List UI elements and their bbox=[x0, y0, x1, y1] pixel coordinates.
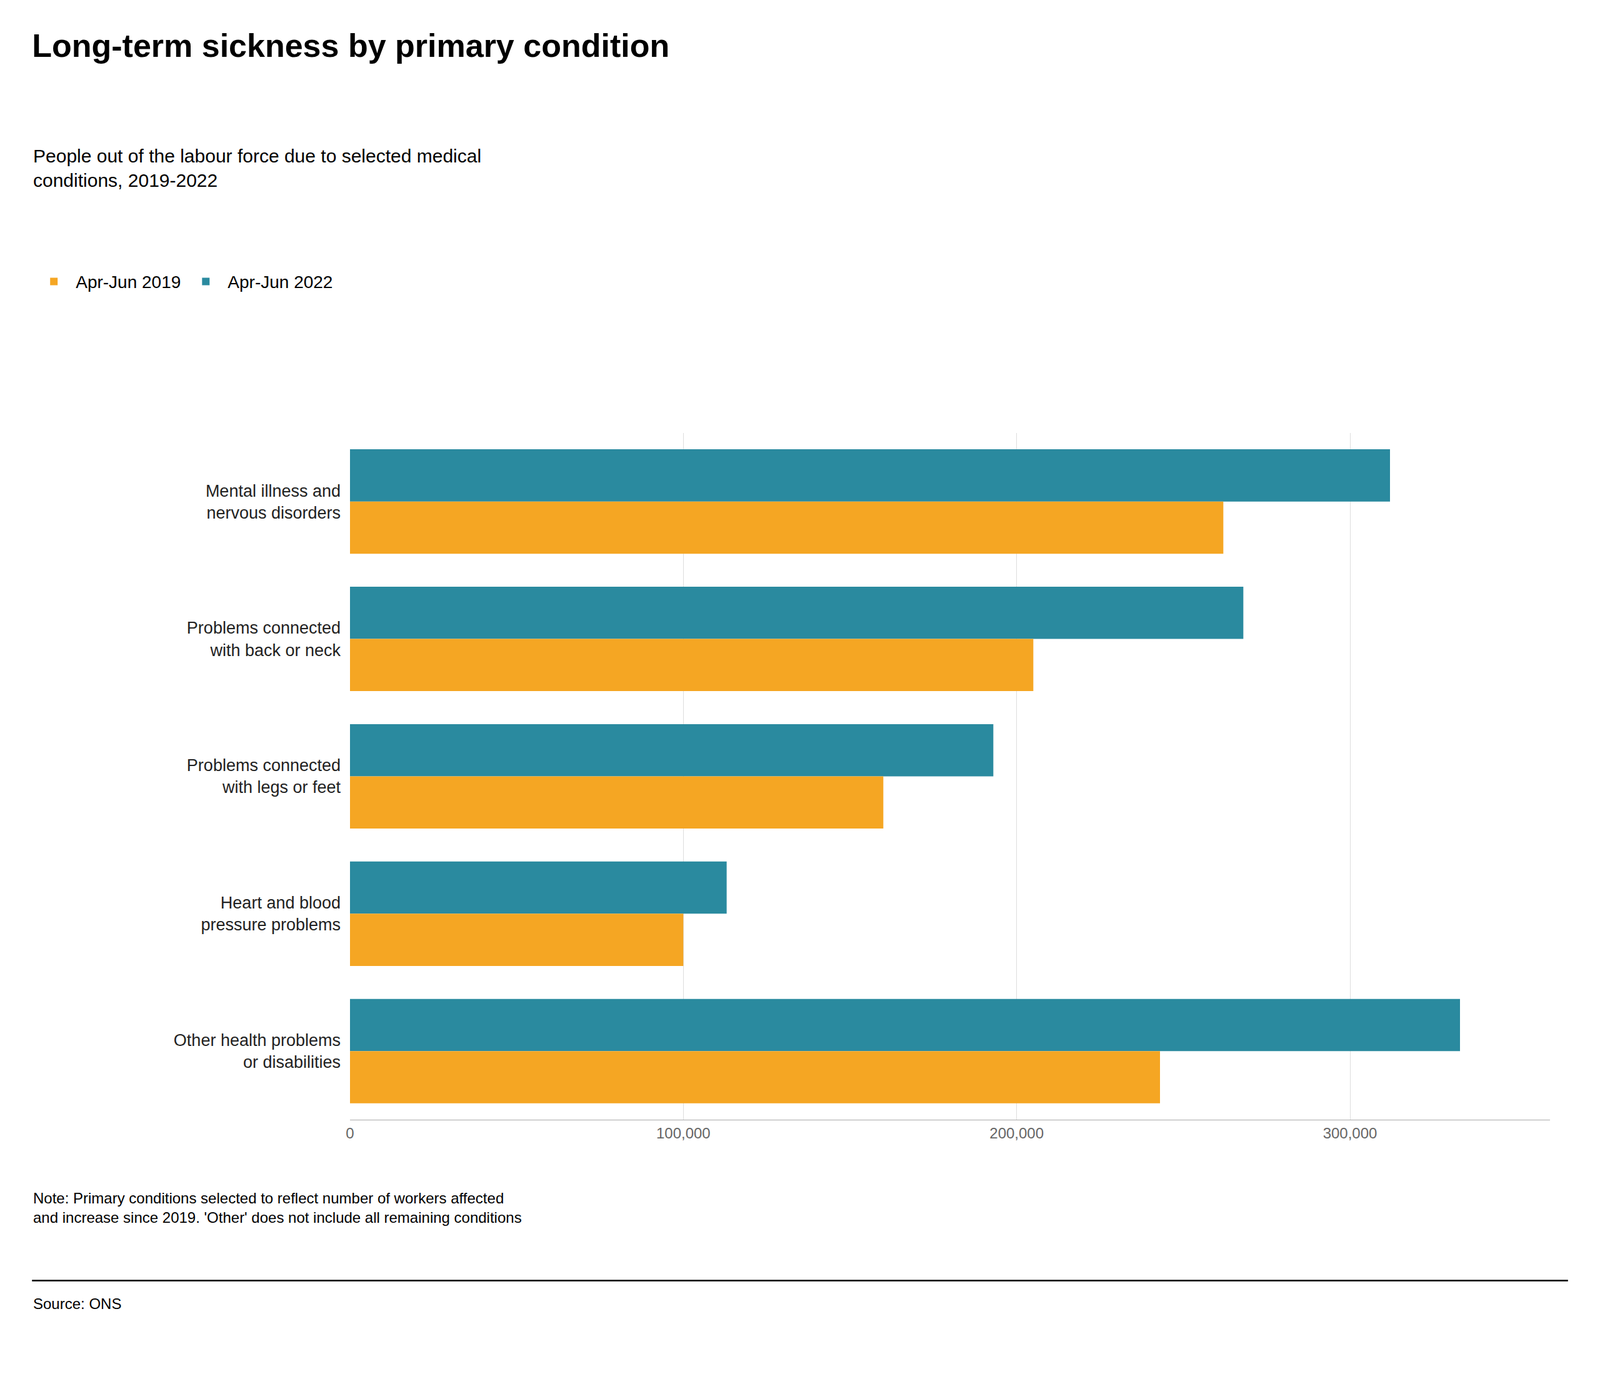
svg-text:Heart and bloodpressure proble: Heart and bloodpressure problems bbox=[200, 893, 341, 935]
svg-text:100,000: 100,000 bbox=[656, 1125, 711, 1142]
svg-text:Note: Primary conditions selec: Note: Primary conditions selected to ref… bbox=[33, 1190, 522, 1227]
svg-text:Apr-Jun 2019: Apr-Jun 2019 bbox=[75, 272, 181, 292]
svg-text:Apr-Jun 2022: Apr-Jun 2022 bbox=[227, 272, 333, 292]
svg-text:0: 0 bbox=[345, 1125, 354, 1142]
svg-text:Mental illness andnervous diso: Mental illness andnervous disorders bbox=[205, 481, 341, 523]
svg-text:Problems connectedwith legs or: Problems connectedwith legs or feet bbox=[186, 756, 342, 797]
svg-text:200,000: 200,000 bbox=[989, 1125, 1044, 1142]
svg-text:Source: ONS: Source: ONS bbox=[33, 1295, 122, 1313]
svg-text:People out of the labour force: People out of the labour force due to se… bbox=[33, 145, 482, 191]
svg-text:Other health problemsor disabi: Other health problemsor disabilities bbox=[173, 1031, 341, 1072]
svg-text:Problems connectedwith back or: Problems connectedwith back or neck bbox=[186, 618, 342, 660]
svg-text:300,000: 300,000 bbox=[1323, 1125, 1378, 1142]
svg-text:Long-term sickness by primary: Long-term sickness by primary condition bbox=[31, 27, 670, 64]
